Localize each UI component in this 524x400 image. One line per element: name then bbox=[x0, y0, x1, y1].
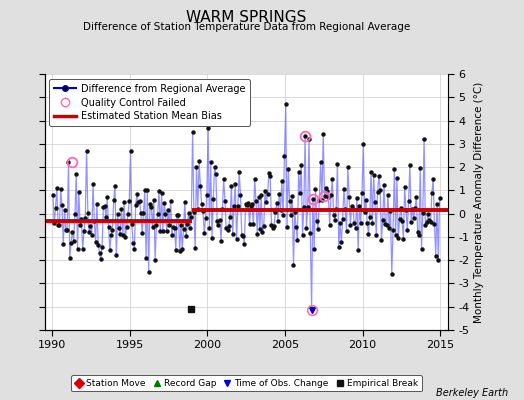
Y-axis label: Monthly Temperature Anomaly Difference (°C): Monthly Temperature Anomaly Difference (… bbox=[474, 81, 484, 323]
Legend: Difference from Regional Average, Quality Control Failed, Estimated Station Mean: Difference from Regional Average, Qualit… bbox=[49, 79, 250, 126]
Text: Difference of Station Temperature Data from Regional Average: Difference of Station Temperature Data f… bbox=[83, 22, 410, 32]
Text: WARM SPRINGS: WARM SPRINGS bbox=[186, 10, 307, 25]
Legend: Station Move, Record Gap, Time of Obs. Change, Empirical Break: Station Move, Record Gap, Time of Obs. C… bbox=[71, 375, 422, 392]
Text: Berkeley Earth: Berkeley Earth bbox=[436, 388, 508, 398]
